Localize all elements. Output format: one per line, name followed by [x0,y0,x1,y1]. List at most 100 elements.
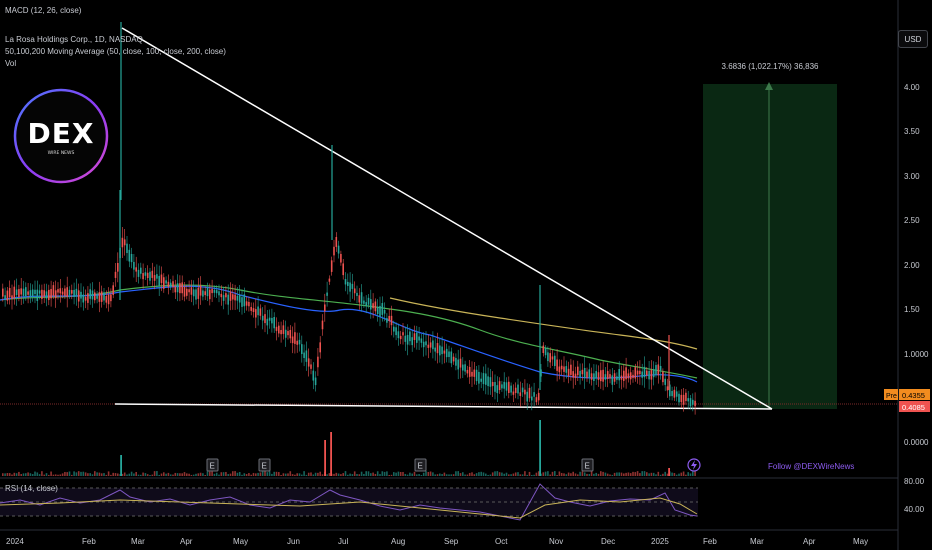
candle-body [659,365,662,371]
volume-bar [425,471,427,476]
candle-body [544,348,547,356]
candle-body [657,364,660,376]
volume-bar [213,473,216,476]
ma50-line[interactable] [0,285,698,383]
flash-icon[interactable] [687,458,701,472]
volume-bar [280,474,282,476]
volume-bar [372,472,374,476]
candle-body [558,366,561,373]
candle-body [114,271,117,278]
macd-legend[interactable]: MACD (12, 26, close) [5,6,82,15]
volume-bar [195,473,197,476]
volume-bar [41,471,43,476]
candle-body [489,377,492,387]
candle-body [22,288,25,296]
earnings-marker[interactable]: E [206,458,219,472]
candle-body [204,291,206,296]
time-axis[interactable]: 2024 Feb Mar Apr May Jun Jul Aug Sep Oct… [6,537,868,546]
volume-bar [646,472,648,476]
volume-bar [197,473,200,476]
candle-body [77,290,80,302]
volume-bar [317,472,319,476]
candle-body [140,267,142,274]
target-zone[interactable] [703,84,837,409]
volume-bar [252,472,255,476]
volume-bar [310,472,312,476]
candle-body [282,325,285,334]
candle-body [524,389,526,395]
rsi-line[interactable] [0,483,698,521]
volume-bar [82,471,85,476]
candle-body [312,370,315,381]
candle-body [549,353,551,363]
volume-bar [508,474,510,476]
candle-body [146,272,149,279]
symbol-legend[interactable]: La Rosa Holdings Corp., 1D, NASDAQ [5,35,143,44]
candle-body [655,365,657,375]
volume-bar [597,473,600,476]
candle-body [261,315,264,321]
target-arrow-head [765,82,773,90]
volume-bar [687,472,689,476]
candle-body [333,246,335,256]
vol-legend[interactable]: Vol [5,59,17,68]
candle-body [597,372,600,381]
candle-body [367,297,370,305]
candle-body [227,294,229,305]
candle-body [250,306,252,311]
volume-bar [526,474,528,476]
volume-bar [501,472,503,476]
volume-bar [600,471,602,476]
volume-bar [107,471,110,476]
volume-bar [370,473,372,476]
candle-body [110,294,112,302]
candle-body [498,381,501,391]
volume-bar [365,471,367,476]
time-tick: Jul [338,537,348,546]
volume-bar [379,474,381,476]
time-tick: Oct [495,537,508,546]
volume-bar [402,471,404,476]
candle-body [468,366,471,377]
candle-body [687,398,689,402]
candle-body [416,332,418,343]
volume-bar [172,474,174,476]
last-price-badge [899,401,930,412]
ma200-line[interactable] [389,297,698,350]
candle-body [519,392,522,396]
candle-body [671,391,673,397]
rsi-legend[interactable]: RSI (14, close) [5,484,58,493]
volume-bar [386,471,388,476]
price-axis[interactable]: 4.00 3.50 3.00 2.50 2.00 1.50 1.0000 0.0… [904,83,929,514]
earnings-marker[interactable]: E [258,458,271,472]
volume-bar [579,471,581,476]
time-tick: May [853,537,868,546]
descending-trendline[interactable] [121,27,773,410]
candle-body [356,292,358,296]
candle-body [130,253,133,263]
candle-body [232,294,234,300]
time-tick: 2024 [6,537,24,546]
candle-body [20,288,22,295]
currency-button[interactable]: USD [898,30,928,48]
volume-bar [666,473,669,476]
candle-body [473,369,476,377]
volume-bar [135,471,137,476]
ma-legend[interactable]: 50,100,200 Moving Average (50, close, 10… [5,47,226,56]
candle-body [197,287,200,299]
candle-body [542,345,545,354]
candle-body [6,290,9,301]
candle-body [342,263,344,276]
volume-bar [236,472,239,476]
time-tick: May [233,537,248,546]
volume-bar [87,473,89,476]
rsi-ma-line[interactable] [0,497,698,519]
volume-bar [261,471,264,476]
volume-bar [581,471,584,476]
support-trendline[interactable] [114,403,773,410]
earnings-marker[interactable]: E [581,458,594,472]
candle-body [574,373,577,379]
earnings-marker[interactable]: E [414,458,427,472]
volume-bar [606,473,609,476]
